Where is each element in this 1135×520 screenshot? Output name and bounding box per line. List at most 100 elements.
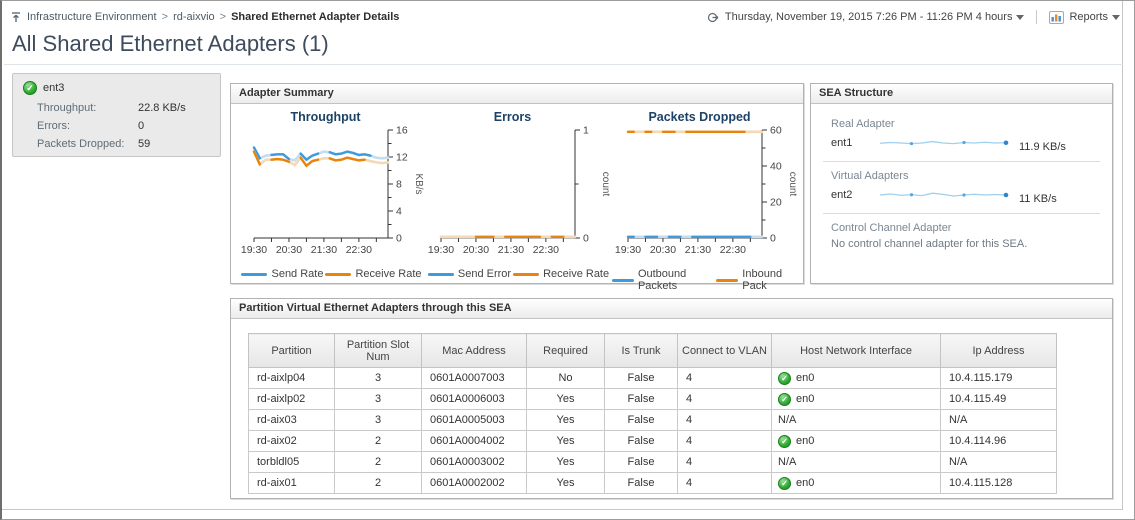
table-cell: Yes <box>526 388 605 410</box>
ip-address-cell: N/A <box>940 409 1057 431</box>
chart-throughput: Throughput 0 4 8 12 16 KB/s 19:30 20:30 21:30 22:3… <box>238 106 425 292</box>
chart-packets-dropped: Packets Dropped 0 20 40 60 count 19:30 20:30 21:… <box>612 106 799 292</box>
sea-section-label: Virtual Adapters <box>831 170 909 182</box>
page-title: All Shared Ethernet Adapters (1) <box>12 31 329 56</box>
breadcrumb-separator: > <box>219 11 227 23</box>
adapter-tile-ent3[interactable]: ✓ ent3 Throughput: 22.8 KB/s Errors: 0 Packe… <box>12 73 221 157</box>
adapter-tile-metrics: Throughput: 22.8 KB/s Errors: 0 Packets Drop… <box>13 99 220 153</box>
svg-text:4: 4 <box>396 206 402 218</box>
legend-line-swatch <box>612 278 634 282</box>
host-interface-name: en0 <box>796 435 815 447</box>
table-cell: rd-aix03 <box>248 409 335 431</box>
topbar-divider <box>1036 10 1038 24</box>
chart-legend: Send Error Receive Rate <box>425 268 612 280</box>
table-cell: rd-aixlp04 <box>248 367 335 389</box>
table-row[interactable]: rd-aix03 3 0601A0005003 Yes False 4 N/A N/A <box>248 409 1057 431</box>
svg-text:19:30: 19:30 <box>615 244 641 256</box>
host-interface-name: en0 <box>796 393 815 405</box>
reports-menu[interactable]: Reports <box>1049 10 1120 24</box>
adapter-tile-header: ✓ ent3 <box>13 74 220 99</box>
table-cell: 4 <box>677 451 772 473</box>
column-header[interactable]: Ip Address <box>940 333 1057 368</box>
table-cell: False <box>604 388 678 410</box>
metric-label: Packets Dropped: <box>37 138 125 150</box>
svg-text:8: 8 <box>396 179 402 191</box>
svg-text:0: 0 <box>583 233 589 245</box>
breadcrumb-item-infrastructure[interactable]: Infrastructure Environment <box>27 11 157 23</box>
svg-text:21:30: 21:30 <box>685 244 711 256</box>
host-interface-name: en0 <box>796 372 815 384</box>
column-header[interactable]: Mac Address <box>421 333 527 368</box>
table-row[interactable]: torbldl05 2 0601A0003002 Yes False 4 N/A N/A <box>248 451 1057 473</box>
table-cell: 0601A0004002 <box>421 430 527 452</box>
legend-item: Receive Rate <box>513 268 609 280</box>
reports-label: Reports <box>1069 11 1108 23</box>
partition-adapters-title: Partition Virtual Ethernet Adapters thro… <box>231 299 1112 319</box>
sea-adapter-name: ent2 <box>831 189 853 201</box>
svg-text:16: 16 <box>396 125 408 137</box>
svg-text:40: 40 <box>770 161 782 173</box>
table-cell: False <box>604 367 678 389</box>
column-header[interactable]: Partition <box>248 333 335 368</box>
up-level-icon[interactable] <box>10 11 22 23</box>
table-cell: 0601A0005003 <box>421 409 527 431</box>
sea-adapter-name: ent1 <box>831 137 853 149</box>
svg-text:Errors: Errors <box>494 110 532 124</box>
host-interface-name: en0 <box>796 477 815 489</box>
sea-section: Virtual Adapters ent2 11 KB/s <box>811 162 1112 213</box>
partition-adapters-panel: Partition Virtual Ethernet Adapters thro… <box>230 298 1113 499</box>
breadcrumb-separator: > <box>161 11 169 23</box>
top-bar: Infrastructure Environment > rd-aixvio >… <box>10 8 1120 26</box>
legend-line-swatch <box>427 272 454 276</box>
metric-value: 59 <box>138 138 151 150</box>
table-cell: Yes <box>526 451 605 473</box>
column-header[interactable]: Host Network Interface <box>771 333 941 368</box>
table-row[interactable]: rd-aix01 2 0601A0002002 Yes False 4 ✓ en0 10.4.1… <box>248 472 1057 494</box>
timerange-label: Thursday, November 19, 2015 7:26 PM - 11… <box>724 11 1013 23</box>
chart-errors: Errors 0 1 count 19:30 20:30 21:30 22:30 Send Er… <box>425 106 612 292</box>
table-cell: rd-aix01 <box>248 472 335 494</box>
ip-address-cell: 10.4.115.179 <box>940 367 1057 389</box>
svg-text:20: 20 <box>770 197 782 209</box>
svg-text:22:30: 22:30 <box>720 244 746 256</box>
legend-item: Receive Rate <box>325 268 422 280</box>
adapter-summary-title: Adapter Summary <box>231 84 803 104</box>
sea-section-label: Real Adapter <box>831 118 895 130</box>
host-interface-cell: ✓ en0 <box>771 472 941 494</box>
table-cell: 4 <box>677 472 772 494</box>
partition-adapters-table: Partition Partition Slot Num Mac Address Re… <box>248 333 1057 494</box>
sea-adapter-row[interactable]: ent1 11.9 KB/s <box>831 134 1102 153</box>
svg-text:21:30: 21:30 <box>311 244 337 256</box>
status-ok-icon: ✓ <box>23 81 37 95</box>
svg-text:20:30: 20:30 <box>276 244 302 256</box>
legend-label: Outbound Packets <box>637 268 687 292</box>
legend-line-swatch <box>241 272 268 276</box>
chart-canvas: Packets Dropped 0 20 40 60 count 19:30 20:30 21:… <box>615 110 798 256</box>
svg-text:19:30: 19:30 <box>428 244 454 256</box>
svg-text:Packets Dropped: Packets Dropped <box>648 110 750 124</box>
column-header[interactable]: Required <box>526 333 605 368</box>
ip-address-cell: N/A <box>940 451 1057 473</box>
table-cell: No <box>526 367 605 389</box>
status-ok-icon: ✓ <box>778 392 791 406</box>
timerange-selector[interactable]: Thursday, November 19, 2015 7:26 PM - 11… <box>707 11 1025 24</box>
sea-adapter-row[interactable]: ent2 11 KB/s <box>831 186 1102 205</box>
reports-dropdown-arrow[interactable] <box>1112 14 1120 20</box>
table-cell: 2 <box>334 430 422 452</box>
table-row[interactable]: rd-aixlp04 3 0601A0007003 No False 4 ✓ en0 10.4.… <box>248 367 1057 389</box>
adapter-metric-row: Errors: 0 <box>13 117 220 135</box>
table-header-row: Partition Partition Slot Num Mac Address Re… <box>248 333 1057 368</box>
sea-section: Real Adapter ent1 11.9 KB/s <box>811 110 1112 161</box>
table-cell: rd-aix02 <box>248 430 335 452</box>
column-header[interactable]: Partition Slot Num <box>334 333 422 368</box>
breadcrumb-item-current: Shared Ethernet Adapter Details <box>231 11 400 23</box>
table-row[interactable]: rd-aix02 2 0601A0004002 Yes False 4 ✓ en0 10.4.1… <box>248 430 1057 452</box>
legend-item: Inbound Pack <box>716 268 799 292</box>
breadcrumb-item-host[interactable]: rd-aixvio <box>173 11 215 23</box>
column-header[interactable]: Is Trunk <box>604 333 678 368</box>
chart-canvas: Errors 0 1 count 19:30 20:30 21:30 22:30 <box>428 110 611 256</box>
column-header[interactable]: Connect to VLAN <box>677 333 772 368</box>
table-row[interactable]: rd-aixlp02 3 0601A0006003 Yes False 4 ✓ en0 10.4… <box>248 388 1057 410</box>
timerange-dropdown-arrow[interactable] <box>1016 14 1025 20</box>
host-interface-cell: ✓ en0 <box>771 367 941 389</box>
